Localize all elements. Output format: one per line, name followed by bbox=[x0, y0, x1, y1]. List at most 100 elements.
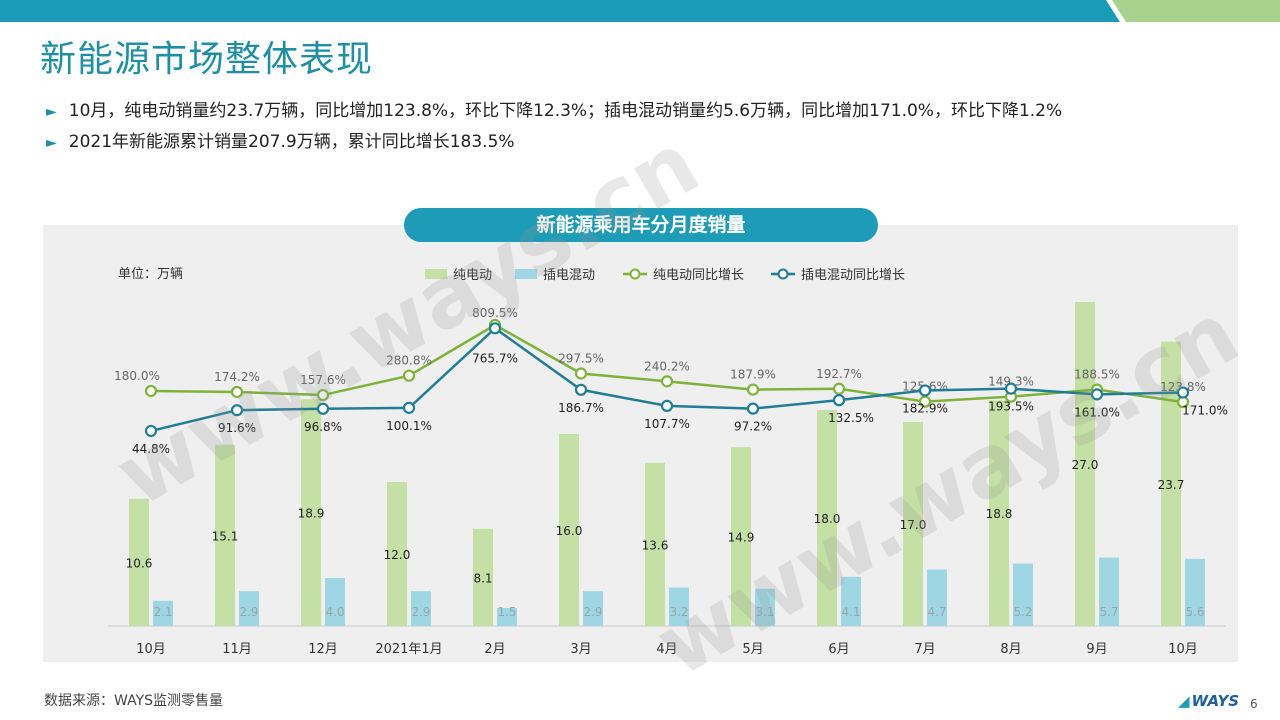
line-point bbox=[660, 375, 674, 388]
line-data-label: 107.7% bbox=[644, 417, 690, 431]
top-accent-bar bbox=[0, 0, 1280, 22]
data-source-note: 数据来源：WAYS监测零售量 bbox=[44, 693, 224, 709]
line-data-label: 96.8% bbox=[304, 420, 342, 434]
bar bbox=[301, 399, 321, 626]
line-point bbox=[832, 394, 846, 407]
bar bbox=[411, 591, 431, 626]
line-data-label: 297.5% bbox=[558, 351, 604, 365]
bar-data-label: 3.1 bbox=[755, 605, 774, 619]
bar bbox=[1161, 341, 1181, 626]
line-point bbox=[918, 395, 932, 408]
line-data-label: 240.2% bbox=[644, 359, 690, 373]
bar bbox=[1013, 563, 1033, 626]
bar-data-label: 18.9 bbox=[298, 507, 325, 521]
bar-data-label: 5.7 bbox=[1099, 605, 1118, 619]
line-data-label: 765.7% bbox=[472, 351, 518, 365]
bar-data-label: 3.2 bbox=[669, 605, 688, 619]
bullet-item: ► 2021年新能源累计销量207.9万辆，累计同比增长183.5% bbox=[46, 127, 1062, 158]
bar bbox=[755, 588, 775, 626]
unit-label: 单位：万辆 bbox=[118, 267, 183, 282]
bar bbox=[1099, 557, 1119, 626]
line-data-label: 193.5% bbox=[988, 400, 1034, 414]
bar bbox=[153, 600, 173, 626]
bar-data-label: 15.1 bbox=[212, 529, 239, 543]
bar bbox=[1185, 558, 1205, 626]
line-data-label: 149.3% bbox=[988, 375, 1034, 389]
page-number: 6 bbox=[1250, 697, 1258, 711]
x-tick-label: 11月 bbox=[222, 642, 252, 657]
line-point bbox=[574, 383, 588, 396]
bar-data-label: 2.9 bbox=[583, 605, 602, 619]
legend-marker bbox=[629, 268, 641, 280]
bar bbox=[927, 569, 947, 626]
bar-data-label: 5.6 bbox=[1185, 605, 1204, 619]
line-point bbox=[1176, 386, 1190, 399]
bar bbox=[817, 410, 837, 626]
bar bbox=[841, 576, 861, 626]
bullet-text: 10月，纯电动销量约23.7万辆，同比增加123.8%，环比下降12.3%；插电… bbox=[68, 101, 1063, 121]
line-data-label: 97.2% bbox=[734, 420, 772, 434]
bar-data-label: 12.0 bbox=[384, 548, 411, 562]
bar bbox=[989, 400, 1009, 626]
line-data-label: 174.2% bbox=[214, 370, 260, 384]
bar-data-label: 13.6 bbox=[642, 538, 669, 552]
bar-data-label: 16.0 bbox=[556, 524, 583, 538]
line-data-label: 186.7% bbox=[558, 401, 604, 415]
legend-label: 纯电动 bbox=[453, 268, 492, 283]
line-data-label: 100.1% bbox=[386, 419, 432, 433]
x-tick-label: 9月 bbox=[1086, 642, 1107, 657]
bar-data-label: 17.0 bbox=[900, 518, 927, 532]
line-data-label: 157.6% bbox=[300, 373, 346, 387]
line-data-label: 188.5% bbox=[1074, 367, 1120, 381]
bar-data-label: 5.2 bbox=[1013, 605, 1032, 619]
line-point bbox=[316, 388, 330, 402]
bar-data-label: 18.0 bbox=[814, 512, 841, 526]
x-tick-label: 6月 bbox=[828, 642, 849, 657]
bar-data-label: 14.9 bbox=[728, 531, 755, 545]
line-data-label: 280.8% bbox=[386, 354, 432, 368]
line-point bbox=[832, 382, 846, 395]
x-tick-label: 8月 bbox=[1000, 642, 1021, 657]
legend-marker bbox=[777, 268, 789, 280]
bar-data-label: 18.8 bbox=[986, 507, 1013, 521]
x-tick-label: 12月 bbox=[308, 642, 338, 657]
bar bbox=[645, 462, 665, 626]
page-title: 新能源市场整体表现 bbox=[40, 39, 374, 80]
bullet-text: 2021年新能源累计销量207.9万辆，累计同比增长183.5% bbox=[68, 132, 515, 152]
bar-data-label: 27.0 bbox=[1072, 458, 1099, 472]
bar bbox=[387, 482, 407, 626]
line-point bbox=[1090, 388, 1104, 401]
legend-label: 纯电动同比增长 bbox=[653, 268, 744, 283]
x-tick-label: 7月 bbox=[914, 642, 935, 657]
line-data-label: 171.0% bbox=[1182, 404, 1228, 418]
bar-data-label: 1.5 bbox=[497, 605, 516, 619]
bar bbox=[903, 422, 923, 626]
bar bbox=[559, 434, 579, 626]
bar-data-label: 2.9 bbox=[239, 605, 258, 619]
line-point bbox=[316, 402, 330, 415]
line-point bbox=[230, 385, 244, 399]
line-point bbox=[746, 383, 760, 396]
line-point bbox=[1004, 382, 1018, 395]
line-data-label: 91.6% bbox=[218, 421, 256, 435]
x-tick-label: 4月 bbox=[656, 642, 677, 657]
line-point bbox=[144, 424, 158, 438]
line-data-label: 180.0% bbox=[114, 369, 160, 383]
bullet-item: ► 10月，纯电动销量约23.7万辆，同比增加123.8%，环比下降12.3%；插… bbox=[46, 96, 1062, 127]
bar bbox=[239, 591, 259, 626]
bar-data-label: 23.7 bbox=[1158, 478, 1185, 492]
line-data-label: 192.7% bbox=[816, 367, 862, 381]
bar-data-label: 10.6 bbox=[126, 556, 153, 570]
line-data-label: 132.5% bbox=[828, 411, 874, 425]
ways-logo-icon: ◢ bbox=[1178, 692, 1190, 710]
line-point bbox=[574, 367, 588, 380]
chart-title: 新能源乘用车分月度销量 bbox=[404, 208, 878, 242]
chart-panel: 单位：万辆 纯电动 插电混动 纯电动同比增长 插电混动同比增长 10月 11月 12月 2021… bbox=[43, 225, 1238, 662]
line-point bbox=[144, 384, 158, 398]
line-data-label: 182.9% bbox=[902, 401, 948, 415]
line-data-label: 44.8% bbox=[132, 442, 170, 456]
legend-label: 插电混动 bbox=[543, 268, 595, 283]
line-point bbox=[402, 401, 416, 414]
bar-data-label: 8.1 bbox=[473, 571, 492, 585]
bar-data-label: 4.7 bbox=[927, 605, 946, 619]
